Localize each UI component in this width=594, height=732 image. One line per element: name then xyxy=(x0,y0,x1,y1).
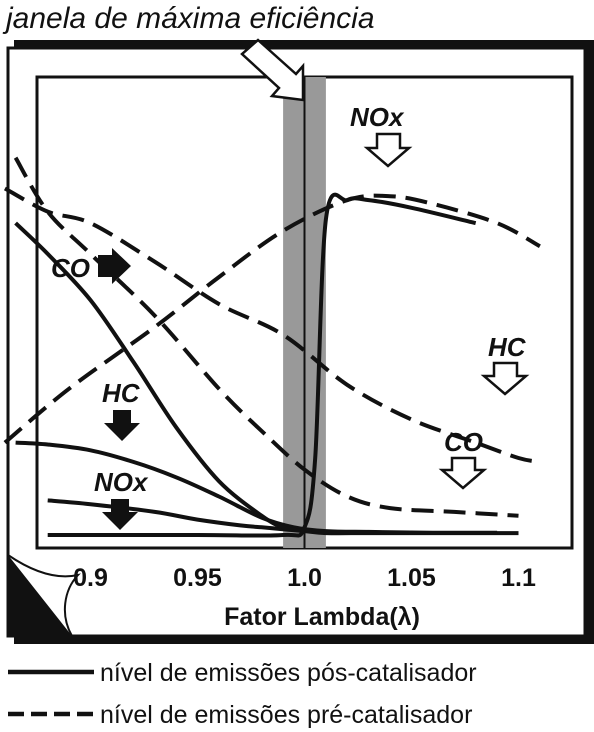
arrow-nox-post xyxy=(102,499,138,530)
folded-corner-flap xyxy=(7,554,81,637)
x-tick-label: 0.95 xyxy=(173,564,222,592)
post-catalyst-curve-4 xyxy=(47,192,477,538)
label-nox-pre: NOx xyxy=(350,102,405,132)
label-co-post: CO xyxy=(51,253,90,283)
arrow-hc-pre xyxy=(480,361,530,396)
chart-title: janela de máxima eficiência xyxy=(2,2,375,35)
x-tick-label: 1.1 xyxy=(501,564,536,592)
curves xyxy=(3,156,541,538)
post-catalyst-curve-3 xyxy=(14,221,305,534)
legend-dashed-label: nível de emissões pré-catalisador xyxy=(100,701,472,729)
arrow-nox-pre xyxy=(363,132,413,168)
label-hc-post: HC xyxy=(102,378,141,408)
window-pointer-arrow xyxy=(240,38,305,102)
pre-catalyst-curve-7 xyxy=(3,193,541,445)
x-axis-label: Fator Lambda(λ) xyxy=(224,603,420,631)
x-axis-ticks: 0.9 0.95 1.0 1.05 1.1 xyxy=(73,564,536,592)
label-hc-pre: HC xyxy=(488,332,527,362)
pre-catalyst-curve-6 xyxy=(13,156,519,518)
x-tick-label: 1.05 xyxy=(387,564,436,592)
label-co-pre: CO xyxy=(444,427,483,457)
label-nox-post: NOx xyxy=(94,467,149,497)
arrow-co-pre xyxy=(438,456,488,490)
arrow-co-post xyxy=(98,248,131,284)
x-tick-label: 0.9 xyxy=(73,564,108,592)
pre-catalyst-curve-5 xyxy=(3,186,541,464)
arrow-hc-post xyxy=(104,410,140,441)
legend-solid-label: nível de emissões pós-catalisador xyxy=(100,659,477,687)
post-catalyst-curve-2 xyxy=(15,440,498,535)
x-tick-label: 1.0 xyxy=(287,564,322,592)
